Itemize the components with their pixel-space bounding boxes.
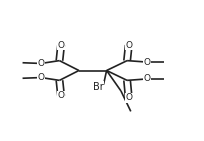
- Text: Br: Br: [93, 82, 103, 92]
- Text: O: O: [125, 41, 132, 50]
- Text: O: O: [57, 41, 64, 50]
- Text: O: O: [37, 73, 44, 82]
- Text: O: O: [57, 91, 64, 100]
- Text: O: O: [142, 58, 149, 67]
- Text: O: O: [125, 93, 132, 103]
- Text: O: O: [142, 74, 149, 83]
- Text: O: O: [37, 59, 44, 68]
